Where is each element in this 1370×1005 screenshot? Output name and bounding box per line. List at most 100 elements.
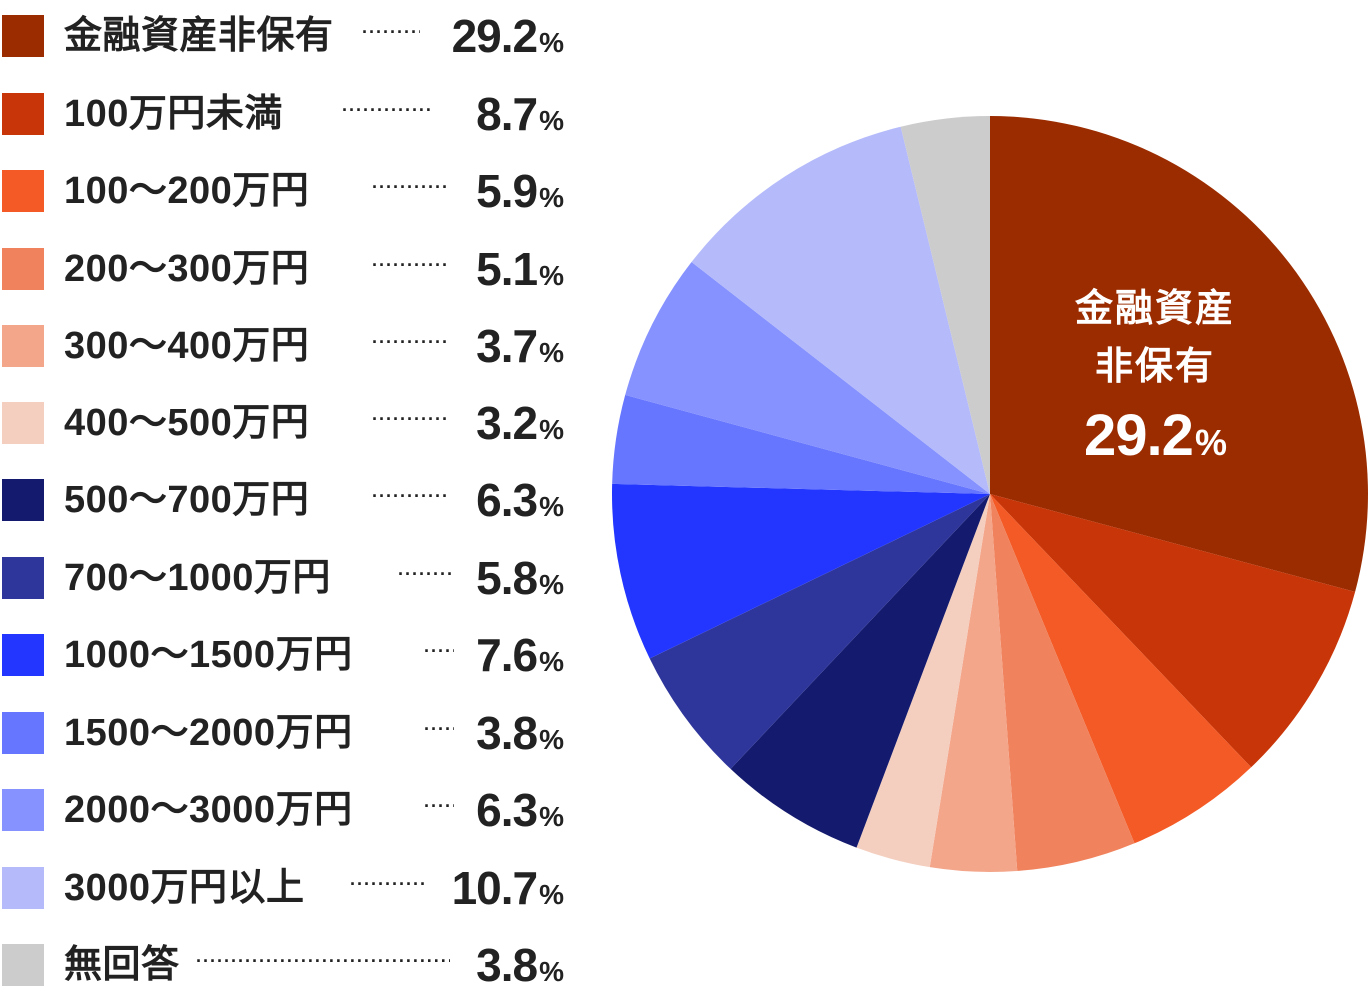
leader-dots: ········································… [398, 564, 452, 584]
legend-value-number: 5.8 [476, 552, 538, 604]
leader-dots: ········································… [424, 719, 454, 739]
leader-dots: ········································… [372, 332, 450, 352]
legend-value-number: 5.9 [476, 165, 538, 217]
legend-value-number: 6.3 [476, 474, 538, 526]
legend-swatch [2, 789, 44, 831]
annotation-unit: % [1194, 422, 1227, 463]
legend-swatch [2, 170, 44, 212]
legend-label: 2000〜3000万円 [64, 789, 353, 831]
legend-label: 1500〜2000万円 [64, 712, 353, 754]
annotation-line-1: 金融資産 [1074, 288, 1235, 330]
legend-value: 29.2% [452, 8, 564, 76]
legend-swatch [2, 867, 44, 909]
legend-value-number: 29.2 [451, 10, 539, 62]
legend-label: 400〜500万円 [64, 402, 310, 444]
pie-slice [990, 494, 1252, 844]
legend-item: 1000〜1500万円 ·····························… [0, 629, 580, 681]
pie-slice [990, 116, 1368, 592]
legend-label: 500〜700万円 [64, 479, 310, 521]
legend-label: 1000〜1500万円 [64, 634, 353, 676]
annotation-line-2: 非保有 [1094, 346, 1215, 388]
legend-value-number: 3.2 [476, 397, 538, 449]
leader-dots: ········································… [372, 486, 450, 506]
legend-value-unit: % [539, 414, 564, 445]
legend-swatch [2, 15, 44, 57]
legend-value: 8.7% [476, 86, 564, 154]
legend-item: 金融資産非保有 ·································… [0, 10, 580, 62]
pie-slice [856, 494, 990, 868]
legend-swatch [2, 402, 44, 444]
pie-slice [612, 394, 990, 494]
pie-svg [611, 116, 1368, 873]
legend-value: 3.7% [476, 318, 564, 386]
legend-value: 5.8% [476, 550, 564, 618]
pie-chart [600, 100, 1370, 900]
legend-value-unit: % [539, 724, 564, 755]
pie-slice [649, 494, 990, 769]
legend-value-unit: % [539, 956, 564, 987]
legend-value-number: 6.3 [476, 784, 538, 836]
pie-slice-annotation: 金融資産 非保有 29.2% [1060, 280, 1250, 483]
legend-item: 無回答 ·····································… [0, 939, 580, 991]
annotation-value: 29.2% [1060, 396, 1250, 483]
legend-value: 5.1% [476, 241, 564, 309]
legend-item: 500〜700万円 ·······························… [0, 474, 580, 526]
legend-label: 200〜300万円 [64, 248, 310, 290]
legend-value-unit: % [539, 491, 564, 522]
legend-value-number: 7.6 [476, 629, 538, 681]
legend-swatch [2, 248, 44, 290]
legend-value-unit: % [539, 646, 564, 677]
legend-item: 200〜300万円 ·······························… [0, 243, 580, 295]
legend-value-number: 3.7 [476, 320, 538, 372]
leader-dots: ········································… [362, 22, 420, 42]
legend-swatch [2, 93, 44, 135]
legend-value-unit: % [539, 182, 564, 213]
legend-value-number: 3.8 [476, 707, 538, 759]
legend-value-unit: % [539, 260, 564, 291]
pie-slice [929, 494, 1018, 873]
leader-dots: ········································… [342, 100, 434, 120]
pie-slice [625, 262, 990, 494]
legend-swatch [2, 944, 44, 986]
legend-value: 3.8% [476, 937, 564, 1005]
legend-item: 3000万円以上 ································… [0, 862, 580, 914]
legend-label: 金融資産非保有 [64, 15, 334, 57]
legend-value: 3.2% [476, 395, 564, 463]
legend-value-number: 10.7 [451, 862, 539, 914]
pie-slice [730, 494, 990, 848]
legend-label: 無回答 [64, 944, 180, 986]
legend-value-unit: % [539, 337, 564, 368]
legend-swatch [2, 325, 44, 367]
legend-value-number: 8.7 [476, 88, 538, 140]
leader-dots: ········································… [196, 951, 450, 971]
pie-slice [611, 483, 990, 659]
legend-value: 6.3% [476, 782, 564, 850]
leader-dots: ········································… [424, 796, 454, 816]
legend-label: 700〜1000万円 [64, 557, 331, 599]
legend-value: 10.7% [452, 860, 564, 928]
legend-swatch [2, 712, 44, 754]
legend-value-unit: % [539, 801, 564, 832]
legend-value-number: 3.8 [476, 939, 538, 991]
legend-swatch [2, 479, 44, 521]
legend-value-unit: % [539, 27, 564, 58]
pie-slice [691, 126, 990, 494]
legend-item: 100万円未満 ·································… [0, 88, 580, 140]
legend-item: 1500〜2000万円 ·····························… [0, 707, 580, 759]
legend-value-unit: % [539, 569, 564, 600]
pie-slice [900, 116, 990, 494]
legend-value-number: 5.1 [476, 243, 538, 295]
legend-label: 100万円未満 [64, 93, 283, 135]
legend-label: 100〜200万円 [64, 170, 310, 212]
annotation-number: 29.2 [1084, 403, 1194, 468]
leader-dots: ········································… [372, 255, 450, 275]
legend-item: 700〜1000万円 ······························… [0, 552, 580, 604]
leader-dots: ········································… [424, 641, 454, 661]
leader-dots: ········································… [372, 177, 450, 197]
legend-value: 5.9% [476, 163, 564, 231]
pie-slice [990, 494, 1135, 872]
legend-item: 400〜500万円 ·······························… [0, 397, 580, 449]
legend-value-unit: % [539, 105, 564, 136]
legend-item: 300〜400万円 ·······························… [0, 320, 580, 372]
legend-label: 3000万円以上 [64, 867, 305, 909]
